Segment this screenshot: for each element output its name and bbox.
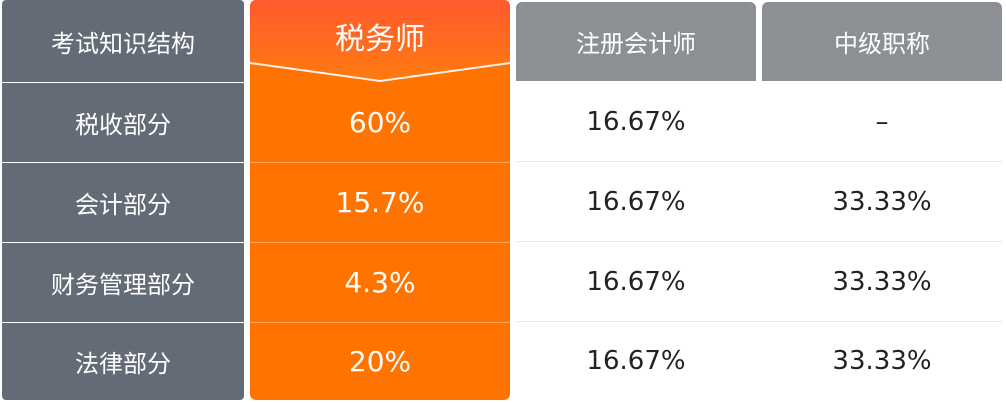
- intermediate-accounting-value: 33.33%: [832, 187, 932, 217]
- row-label-accounting: 会计部分: [2, 162, 244, 242]
- header-tax-advisor: 税务师: [335, 22, 425, 57]
- row-divider: [762, 321, 1002, 322]
- row-divider: [762, 241, 1002, 242]
- cpa-tax-value: 16.67%: [586, 107, 686, 137]
- header-intermediate: 中级职称: [762, 2, 1002, 81]
- row-label-column: 考试知识结构 税收部分 会计部分 财务管理部分 法律部分: [2, 0, 244, 400]
- cpa-finance-value: 16.67%: [586, 267, 686, 297]
- cpa-column: 注册会计师 16.67% 16.67% 16.67% 16.67%: [516, 0, 756, 400]
- row-divider: [756, 241, 762, 242]
- row-divider: [516, 241, 756, 242]
- tax-advisor-column: 税务师 60% 15.7% 4.3% 20%: [250, 0, 510, 400]
- row-label-finance: 财务管理部分: [2, 242, 244, 322]
- row-divider: [516, 321, 756, 322]
- cpa-law-value: 16.67%: [586, 346, 686, 376]
- tax-advisor-finance-value: 4.3%: [250, 242, 510, 322]
- tax-advisor-accounting-value: 15.7%: [250, 162, 510, 242]
- row-divider: [756, 161, 762, 162]
- header-cpa: 注册会计师: [516, 2, 756, 81]
- intermediate-law-value: 33.33%: [832, 346, 932, 376]
- row-label-tax: 税收部分: [2, 82, 244, 162]
- cpa-accounting-value: 16.67%: [586, 187, 686, 217]
- row-divider: [516, 161, 756, 162]
- intermediate-column: 中级职称 – 33.33% 33.33% 33.33%: [762, 0, 1002, 400]
- header-row-label: 考试知识结构: [51, 29, 195, 58]
- row-label-law: 法律部分: [2, 322, 244, 400]
- tax-advisor-law-value: 20%: [250, 322, 510, 400]
- tax-advisor-tax-value: 60%: [348, 105, 412, 139]
- intermediate-finance-value: 33.33%: [832, 267, 932, 297]
- intermediate-tax-value: –: [875, 107, 889, 137]
- row-divider: [762, 161, 1002, 162]
- row-divider: [756, 321, 762, 322]
- header-ribbon: [250, 0, 510, 82]
